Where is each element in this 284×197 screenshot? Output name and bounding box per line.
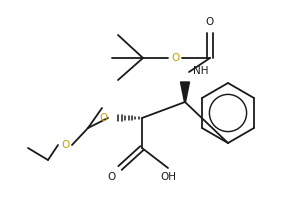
Text: O: O (108, 172, 116, 182)
Text: O: O (206, 17, 214, 27)
Text: O: O (100, 113, 108, 123)
Text: O: O (171, 53, 179, 63)
Text: NH: NH (193, 66, 208, 76)
Text: O: O (61, 140, 69, 150)
Polygon shape (181, 82, 189, 102)
Text: OH: OH (160, 172, 176, 182)
